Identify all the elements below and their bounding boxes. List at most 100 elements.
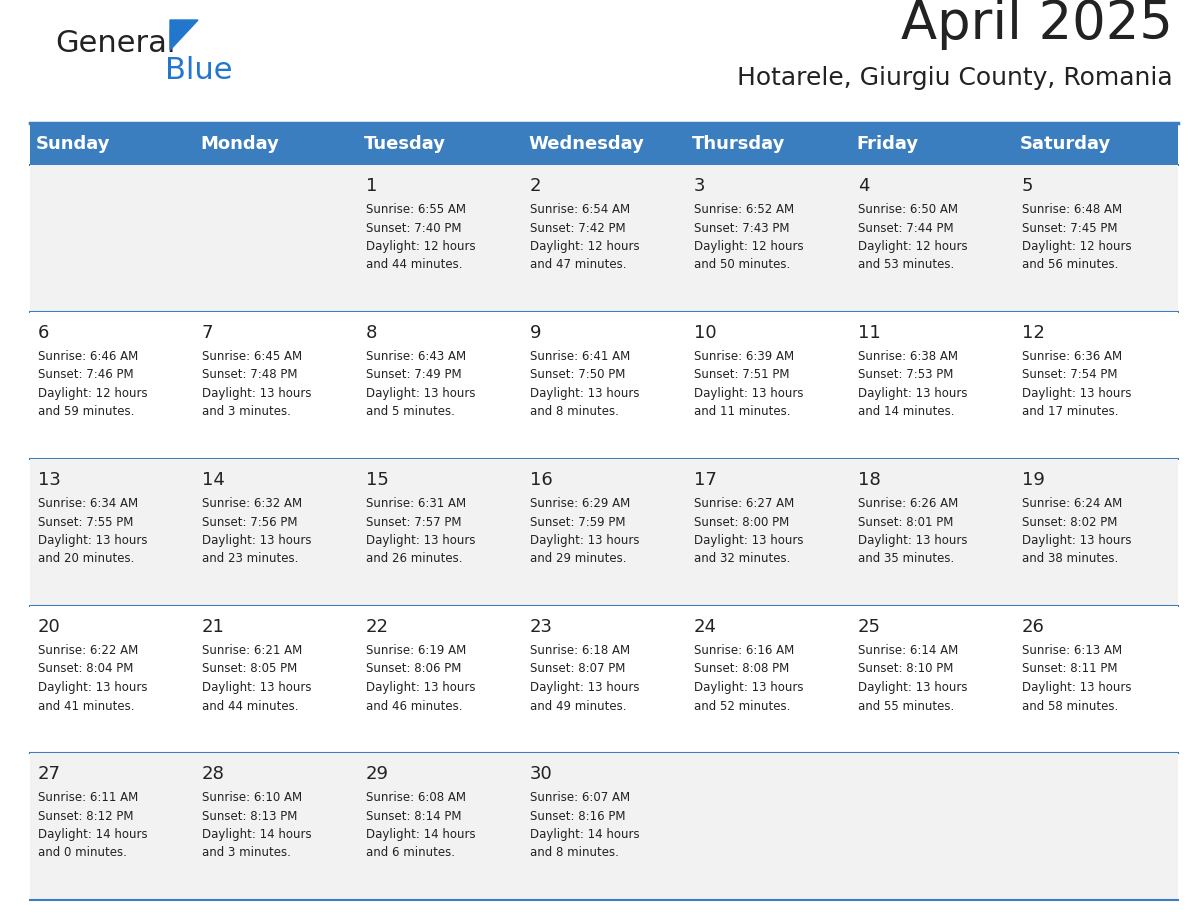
Text: Monday: Monday	[200, 135, 279, 153]
Text: 1: 1	[366, 177, 378, 195]
Text: Sunrise: 6:22 AM
Sunset: 8:04 PM
Daylight: 13 hours
and 41 minutes.: Sunrise: 6:22 AM Sunset: 8:04 PM Dayligh…	[38, 644, 147, 712]
Text: Sunrise: 6:18 AM
Sunset: 8:07 PM
Daylight: 13 hours
and 49 minutes.: Sunrise: 6:18 AM Sunset: 8:07 PM Dayligh…	[530, 644, 639, 712]
Text: 18: 18	[858, 471, 880, 489]
Text: Thursday: Thursday	[691, 135, 785, 153]
Text: 29: 29	[366, 765, 388, 783]
FancyBboxPatch shape	[1015, 459, 1178, 606]
FancyBboxPatch shape	[685, 123, 849, 165]
Text: Sunrise: 6:27 AM
Sunset: 8:00 PM
Daylight: 13 hours
and 32 minutes.: Sunrise: 6:27 AM Sunset: 8:00 PM Dayligh…	[694, 497, 803, 565]
Text: Sunrise: 6:07 AM
Sunset: 8:16 PM
Daylight: 14 hours
and 8 minutes.: Sunrise: 6:07 AM Sunset: 8:16 PM Dayligh…	[530, 791, 639, 859]
FancyBboxPatch shape	[194, 753, 358, 900]
FancyBboxPatch shape	[30, 312, 194, 459]
FancyBboxPatch shape	[358, 165, 522, 312]
Text: Sunrise: 6:55 AM
Sunset: 7:40 PM
Daylight: 12 hours
and 44 minutes.: Sunrise: 6:55 AM Sunset: 7:40 PM Dayligh…	[366, 203, 475, 272]
Text: 11: 11	[858, 324, 880, 342]
Text: 19: 19	[1022, 471, 1045, 489]
Text: Friday: Friday	[857, 135, 918, 153]
Text: 6: 6	[38, 324, 50, 342]
Text: Sunrise: 6:43 AM
Sunset: 7:49 PM
Daylight: 13 hours
and 5 minutes.: Sunrise: 6:43 AM Sunset: 7:49 PM Dayligh…	[366, 350, 475, 419]
Text: Sunrise: 6:36 AM
Sunset: 7:54 PM
Daylight: 13 hours
and 17 minutes.: Sunrise: 6:36 AM Sunset: 7:54 PM Dayligh…	[1022, 350, 1131, 419]
Text: Sunrise: 6:10 AM
Sunset: 8:13 PM
Daylight: 14 hours
and 3 minutes.: Sunrise: 6:10 AM Sunset: 8:13 PM Dayligh…	[202, 791, 311, 859]
Text: 21: 21	[202, 618, 225, 636]
FancyBboxPatch shape	[1015, 606, 1178, 753]
FancyBboxPatch shape	[685, 459, 849, 606]
Text: 24: 24	[694, 618, 718, 636]
FancyBboxPatch shape	[30, 165, 194, 312]
FancyBboxPatch shape	[522, 606, 685, 753]
Text: Sunrise: 6:21 AM
Sunset: 8:05 PM
Daylight: 13 hours
and 44 minutes.: Sunrise: 6:21 AM Sunset: 8:05 PM Dayligh…	[202, 644, 311, 712]
Text: 4: 4	[858, 177, 870, 195]
FancyBboxPatch shape	[194, 459, 358, 606]
FancyBboxPatch shape	[30, 459, 194, 606]
Text: Sunrise: 6:41 AM
Sunset: 7:50 PM
Daylight: 13 hours
and 8 minutes.: Sunrise: 6:41 AM Sunset: 7:50 PM Dayligh…	[530, 350, 639, 419]
FancyBboxPatch shape	[849, 459, 1015, 606]
Text: 2: 2	[530, 177, 542, 195]
Text: 12: 12	[1022, 324, 1045, 342]
FancyBboxPatch shape	[685, 753, 849, 900]
Text: Sunrise: 6:46 AM
Sunset: 7:46 PM
Daylight: 12 hours
and 59 minutes.: Sunrise: 6:46 AM Sunset: 7:46 PM Dayligh…	[38, 350, 147, 419]
FancyBboxPatch shape	[358, 123, 522, 165]
Text: 13: 13	[38, 471, 61, 489]
FancyBboxPatch shape	[522, 312, 685, 459]
FancyBboxPatch shape	[30, 606, 194, 753]
Text: Sunrise: 6:29 AM
Sunset: 7:59 PM
Daylight: 13 hours
and 29 minutes.: Sunrise: 6:29 AM Sunset: 7:59 PM Dayligh…	[530, 497, 639, 565]
Text: Saturday: Saturday	[1020, 135, 1111, 153]
Text: Sunrise: 6:19 AM
Sunset: 8:06 PM
Daylight: 13 hours
and 46 minutes.: Sunrise: 6:19 AM Sunset: 8:06 PM Dayligh…	[366, 644, 475, 712]
Text: 22: 22	[366, 618, 388, 636]
Text: Sunrise: 6:13 AM
Sunset: 8:11 PM
Daylight: 13 hours
and 58 minutes.: Sunrise: 6:13 AM Sunset: 8:11 PM Dayligh…	[1022, 644, 1131, 712]
Text: 15: 15	[366, 471, 388, 489]
Text: Sunrise: 6:54 AM
Sunset: 7:42 PM
Daylight: 12 hours
and 47 minutes.: Sunrise: 6:54 AM Sunset: 7:42 PM Dayligh…	[530, 203, 639, 272]
Polygon shape	[170, 20, 198, 50]
Text: Blue: Blue	[165, 56, 233, 85]
FancyBboxPatch shape	[849, 123, 1015, 165]
FancyBboxPatch shape	[30, 753, 194, 900]
Text: Sunrise: 6:14 AM
Sunset: 8:10 PM
Daylight: 13 hours
and 55 minutes.: Sunrise: 6:14 AM Sunset: 8:10 PM Dayligh…	[858, 644, 967, 712]
Text: Sunrise: 6:38 AM
Sunset: 7:53 PM
Daylight: 13 hours
and 14 minutes.: Sunrise: 6:38 AM Sunset: 7:53 PM Dayligh…	[858, 350, 967, 419]
Text: Sunrise: 6:34 AM
Sunset: 7:55 PM
Daylight: 13 hours
and 20 minutes.: Sunrise: 6:34 AM Sunset: 7:55 PM Dayligh…	[38, 497, 147, 565]
FancyBboxPatch shape	[1015, 753, 1178, 900]
Text: Wednesday: Wednesday	[527, 135, 644, 153]
FancyBboxPatch shape	[522, 753, 685, 900]
FancyBboxPatch shape	[685, 312, 849, 459]
Text: Sunrise: 6:26 AM
Sunset: 8:01 PM
Daylight: 13 hours
and 35 minutes.: Sunrise: 6:26 AM Sunset: 8:01 PM Dayligh…	[858, 497, 967, 565]
Text: Tuesday: Tuesday	[364, 135, 446, 153]
Text: 5: 5	[1022, 177, 1034, 195]
FancyBboxPatch shape	[849, 753, 1015, 900]
Text: 30: 30	[530, 765, 552, 783]
Text: Sunrise: 6:48 AM
Sunset: 7:45 PM
Daylight: 12 hours
and 56 minutes.: Sunrise: 6:48 AM Sunset: 7:45 PM Dayligh…	[1022, 203, 1132, 272]
FancyBboxPatch shape	[1015, 312, 1178, 459]
Text: Sunrise: 6:11 AM
Sunset: 8:12 PM
Daylight: 14 hours
and 0 minutes.: Sunrise: 6:11 AM Sunset: 8:12 PM Dayligh…	[38, 791, 147, 859]
Text: 20: 20	[38, 618, 61, 636]
FancyBboxPatch shape	[194, 606, 358, 753]
FancyBboxPatch shape	[849, 165, 1015, 312]
FancyBboxPatch shape	[685, 165, 849, 312]
Text: Sunrise: 6:50 AM
Sunset: 7:44 PM
Daylight: 12 hours
and 53 minutes.: Sunrise: 6:50 AM Sunset: 7:44 PM Dayligh…	[858, 203, 967, 272]
Text: General: General	[55, 29, 176, 58]
FancyBboxPatch shape	[358, 459, 522, 606]
Text: 28: 28	[202, 765, 225, 783]
Text: 9: 9	[530, 324, 542, 342]
FancyBboxPatch shape	[522, 165, 685, 312]
Text: 25: 25	[858, 618, 881, 636]
Text: Sunday: Sunday	[36, 135, 110, 153]
Text: Sunrise: 6:39 AM
Sunset: 7:51 PM
Daylight: 13 hours
and 11 minutes.: Sunrise: 6:39 AM Sunset: 7:51 PM Dayligh…	[694, 350, 803, 419]
FancyBboxPatch shape	[358, 753, 522, 900]
FancyBboxPatch shape	[1015, 165, 1178, 312]
FancyBboxPatch shape	[522, 123, 685, 165]
Text: Sunrise: 6:31 AM
Sunset: 7:57 PM
Daylight: 13 hours
and 26 minutes.: Sunrise: 6:31 AM Sunset: 7:57 PM Dayligh…	[366, 497, 475, 565]
FancyBboxPatch shape	[194, 165, 358, 312]
Text: 3: 3	[694, 177, 706, 195]
Text: Sunrise: 6:08 AM
Sunset: 8:14 PM
Daylight: 14 hours
and 6 minutes.: Sunrise: 6:08 AM Sunset: 8:14 PM Dayligh…	[366, 791, 475, 859]
Text: 7: 7	[202, 324, 214, 342]
Text: 8: 8	[366, 324, 378, 342]
Text: 16: 16	[530, 471, 552, 489]
FancyBboxPatch shape	[849, 312, 1015, 459]
FancyBboxPatch shape	[849, 606, 1015, 753]
FancyBboxPatch shape	[1015, 123, 1178, 165]
Text: April 2025: April 2025	[902, 0, 1173, 50]
Text: 23: 23	[530, 618, 552, 636]
Text: Sunrise: 6:16 AM
Sunset: 8:08 PM
Daylight: 13 hours
and 52 minutes.: Sunrise: 6:16 AM Sunset: 8:08 PM Dayligh…	[694, 644, 803, 712]
Text: 14: 14	[202, 471, 225, 489]
Text: 27: 27	[38, 765, 61, 783]
FancyBboxPatch shape	[358, 312, 522, 459]
